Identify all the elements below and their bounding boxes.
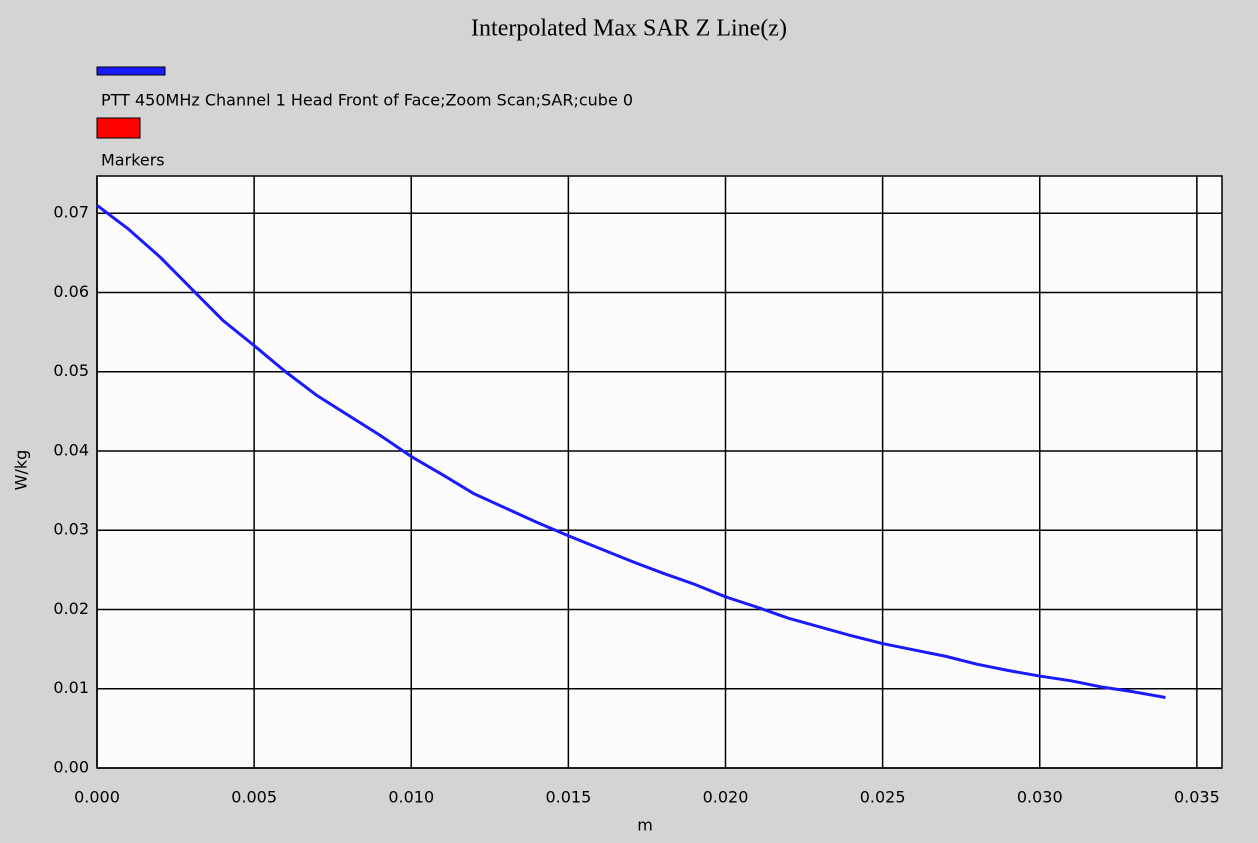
x-tick-label: 0.035 — [1174, 788, 1220, 807]
y-tick-label: 0.01 — [53, 678, 89, 697]
x-tick-label: 0.030 — [1017, 788, 1063, 807]
y-tick-label: 0.04 — [53, 440, 89, 459]
legend-swatch — [96, 66, 166, 76]
x-tick-label: 0.000 — [74, 788, 120, 807]
y-tick-label: 0.05 — [53, 361, 89, 380]
plot-area — [97, 176, 1222, 768]
x-axis-label: m — [637, 816, 653, 835]
y-tick-label: 0.06 — [53, 282, 89, 301]
x-tick-label: 0.020 — [703, 788, 749, 807]
x-tick-label: 0.010 — [388, 788, 434, 807]
x-tick-label: 0.015 — [545, 788, 591, 807]
chart-title: Interpolated Max SAR Z Line(z) — [471, 16, 787, 42]
y-tick-label: 0.07 — [53, 203, 89, 222]
y-tick-label: 0.03 — [53, 520, 89, 539]
legend-label: PTT 450MHz Channel 1 Head Front of Face;… — [101, 91, 633, 110]
x-tick-label: 0.025 — [860, 788, 906, 807]
y-axis-label: W/kg — [12, 450, 31, 491]
plot-frame — [96, 175, 1223, 769]
legend-label: Markers — [101, 151, 165, 170]
y-tick-label: 0.02 — [53, 599, 89, 618]
y-tick-label: 0.00 — [53, 758, 89, 777]
data-line — [96, 204, 1166, 699]
legend-swatch — [96, 117, 141, 139]
x-tick-label: 0.005 — [231, 788, 277, 807]
